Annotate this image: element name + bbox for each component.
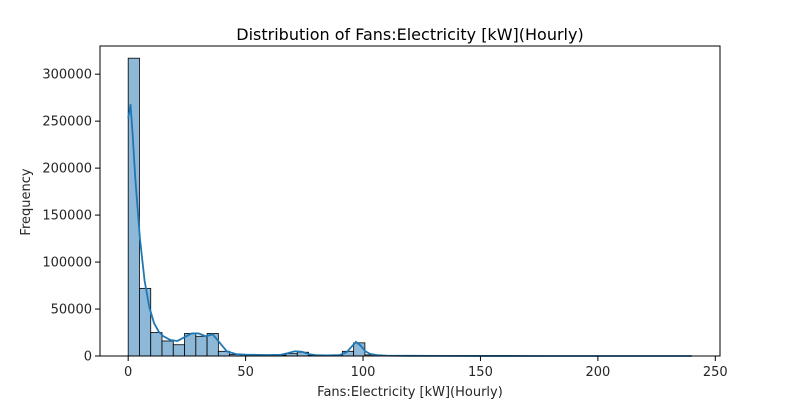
x-axis-ticks: 0 50 100 150 200 250 <box>124 356 728 380</box>
kde-curve <box>127 104 692 357</box>
y-tick-label: 0 <box>84 350 92 365</box>
x-tick-label: 100 <box>351 365 376 380</box>
chart-title: Distribution of Fans:Electricity [kW](Ho… <box>236 25 583 44</box>
y-tick-label: 100000 <box>42 256 92 271</box>
histogram-bar <box>150 332 163 357</box>
histogram-bars <box>127 57 411 357</box>
x-tick-label: 150 <box>468 365 493 380</box>
y-tick-label: 300000 <box>42 68 92 83</box>
x-tick-label: 250 <box>703 365 728 380</box>
histogram-bar <box>206 333 219 357</box>
plot-frame <box>99 45 721 357</box>
x-tick-label: 200 <box>585 365 610 380</box>
y-axis-label: Frequency <box>19 168 34 235</box>
y-tick-label: 150000 <box>42 209 92 224</box>
y-tick-label: 50000 <box>51 303 92 318</box>
histogram-bar <box>195 335 208 357</box>
y-tick-label: 250000 <box>42 115 92 130</box>
y-axis-ticks: 0 50000 100000 150000 200000 250000 300000 <box>42 68 100 365</box>
histogram-bar <box>161 340 174 357</box>
x-tick-label: 0 <box>124 365 132 380</box>
x-tick-label: 50 <box>237 365 254 380</box>
histogram-bar <box>139 287 152 357</box>
y-tick-label: 200000 <box>42 162 92 177</box>
histogram-bar <box>172 344 185 357</box>
x-axis-label: Fans:Electricity [kW](Hourly) <box>317 385 503 400</box>
